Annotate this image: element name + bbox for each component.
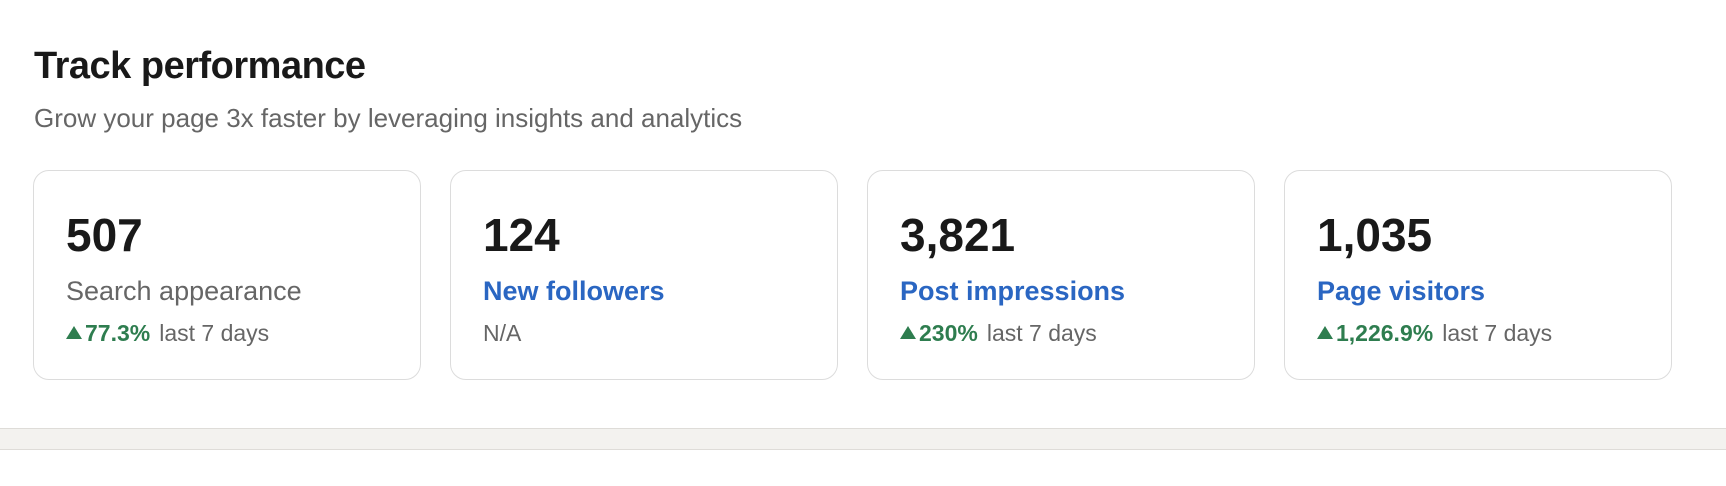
metric-link-page-visitors[interactable]: Page visitors [1317, 276, 1486, 306]
metrics-cards: 507 Search appearance 77.3% last 7 days … [33, 170, 1672, 380]
track-performance-section: Track performance Grow your page 3x fast… [33, 45, 1672, 380]
section-divider [0, 428, 1726, 450]
trend-percent: 77.3% [85, 320, 151, 346]
metric-trend: 230% last 7 days [900, 317, 1097, 349]
metric-card-post-impressions[interactable]: 3,821 Post impressions 230% last 7 days [867, 170, 1255, 380]
trend-period: last 7 days [159, 320, 270, 346]
metric-card-new-followers[interactable]: 124 New followers N/A [450, 170, 838, 380]
metric-link-post-impressions[interactable]: Post impressions [900, 276, 1126, 306]
next-section [0, 450, 1726, 486]
metric-trend: 1,226.9% last 7 days [1317, 317, 1552, 349]
trend-period: last 7 days [1442, 320, 1553, 346]
metric-trend: 77.3% last 7 days [66, 317, 269, 349]
metric-value: 1,035 [1317, 209, 1433, 261]
trend-period: last 7 days [986, 320, 1097, 346]
triangle-up-icon [1317, 325, 1333, 339]
metric-link-new-followers[interactable]: New followers [483, 276, 665, 306]
metric-label: Search appearance [66, 276, 302, 306]
metric-card-search-appearance[interactable]: 507 Search appearance 77.3% last 7 days [33, 170, 421, 380]
triangle-up-icon [66, 325, 82, 339]
metric-card-page-visitors[interactable]: 1,035 Page visitors 1,226.9% last 7 days [1284, 170, 1672, 380]
metric-trend: N/A [483, 317, 521, 349]
trend-status: N/A [483, 320, 522, 346]
trend-percent: 1,226.9% [1336, 320, 1434, 346]
metric-value: 3,821 [900, 209, 1016, 261]
triangle-up-icon [900, 325, 916, 339]
metric-value: 507 [66, 209, 143, 261]
section-subtitle: Grow your page 3x faster by leveraging i… [34, 103, 743, 133]
section-title: Track performance [34, 45, 366, 87]
trend-percent: 230% [919, 320, 978, 346]
metric-value: 124 [483, 209, 560, 261]
